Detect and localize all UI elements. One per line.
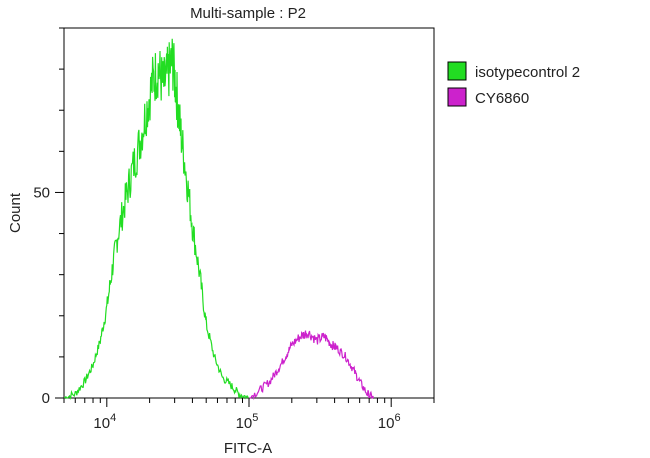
series-line-1 bbox=[249, 330, 374, 401]
y-tick-label: 50 bbox=[33, 184, 50, 201]
axis-layer: 104 105 106 0 50 bbox=[33, 27, 435, 432]
legend-label-1: CY6860 bbox=[475, 90, 529, 107]
x-axis-label: FITC-A bbox=[224, 440, 272, 457]
legend-label-0: isotypecontrol 2 bbox=[475, 64, 580, 81]
series-line-0 bbox=[63, 38, 250, 401]
x-tick-label: 104 bbox=[93, 412, 116, 432]
plot-area-frame bbox=[63, 27, 435, 399]
legend: isotypecontrol 2 CY6860 bbox=[447, 61, 580, 107]
x-tick-label: 106 bbox=[378, 412, 401, 432]
series-layer bbox=[63, 38, 374, 401]
y-axis-label: Count bbox=[7, 192, 24, 233]
legend-swatch-1 bbox=[447, 87, 467, 107]
x-tick-label: 105 bbox=[236, 412, 259, 432]
legend-swatch-0 bbox=[447, 61, 467, 81]
chart-title: Multi-sample : P2 bbox=[190, 5, 306, 22]
y-tick-label: 0 bbox=[42, 390, 50, 407]
